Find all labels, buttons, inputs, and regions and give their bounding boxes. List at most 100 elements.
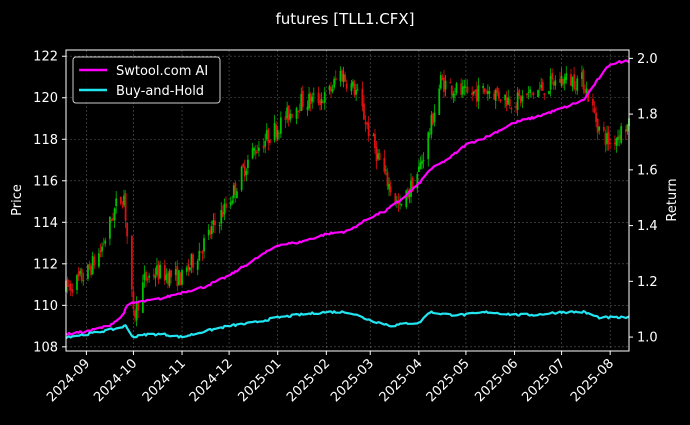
candle-body <box>201 252 204 254</box>
candle-body <box>411 177 414 192</box>
candle-body <box>77 272 80 277</box>
candle-body <box>433 112 436 123</box>
candle-body <box>574 88 577 90</box>
candle-body <box>563 77 566 84</box>
candle-body <box>353 83 356 96</box>
candle-body <box>98 253 100 267</box>
candle-body <box>265 130 268 140</box>
candle-body <box>159 264 161 278</box>
legend-label-buyhold: Buy-and-Hold <box>116 84 204 99</box>
candle-body <box>119 196 122 204</box>
candle-body <box>505 97 508 106</box>
candle-body <box>394 193 397 204</box>
candle-body <box>188 267 191 271</box>
candle-body <box>485 92 488 94</box>
candle-body <box>174 269 177 276</box>
candle-body <box>543 93 546 96</box>
candle-body <box>551 73 554 80</box>
candle-body <box>421 160 423 164</box>
candle-body <box>408 193 411 197</box>
candle-body <box>79 271 82 274</box>
candle-body <box>123 195 125 206</box>
candle-body <box>507 97 510 105</box>
candle-body <box>298 109 301 111</box>
right-axis-label: Return <box>665 178 680 221</box>
candle-body <box>618 135 621 140</box>
candle-body <box>256 152 259 154</box>
candle-body <box>364 122 367 125</box>
candle-body <box>251 147 254 159</box>
candle-body <box>493 93 496 100</box>
candle-body <box>508 99 511 106</box>
plot-frame <box>65 49 630 352</box>
candle-body <box>374 133 376 148</box>
candle-body <box>203 238 205 252</box>
candle-body <box>529 89 532 93</box>
candle-body <box>488 91 491 94</box>
candle-body <box>585 88 588 94</box>
candle-body <box>388 183 390 190</box>
candle-body <box>176 266 179 287</box>
candle-body <box>115 198 118 207</box>
candle-body <box>254 150 257 155</box>
candle-body <box>519 96 522 104</box>
candle-body <box>165 274 168 281</box>
candle-body <box>170 270 172 278</box>
candle-body <box>167 272 169 284</box>
candle-body <box>69 283 72 291</box>
candle-body <box>88 264 91 269</box>
candle-body <box>427 132 430 160</box>
candle-body <box>399 203 401 205</box>
chart-title: futures [TLL1.CFX] <box>275 10 414 28</box>
candle-body <box>342 74 345 83</box>
candle-body <box>289 113 292 120</box>
candle-body <box>417 166 420 173</box>
candle-body <box>375 146 378 162</box>
candle-body <box>405 190 408 208</box>
candle-body <box>312 93 315 95</box>
left-tick-label: 108 <box>33 340 58 355</box>
left-tick-label: 116 <box>33 174 58 189</box>
candle-body <box>126 223 129 237</box>
candle-body <box>341 70 343 82</box>
candle-body <box>210 225 213 234</box>
candle-body <box>593 108 596 113</box>
candle-body <box>297 110 300 113</box>
candle-body <box>554 80 557 86</box>
candle-body <box>367 122 370 137</box>
candle-body <box>157 264 160 280</box>
candle-body <box>154 275 157 279</box>
candle-body <box>306 106 309 110</box>
candle-body <box>99 250 102 253</box>
candle-body <box>245 170 248 175</box>
candle-body <box>571 77 574 87</box>
candle-body <box>377 153 379 159</box>
return-lines <box>65 59 630 340</box>
legend-box <box>72 56 221 104</box>
candle-body <box>496 87 499 93</box>
candle-body <box>121 206 124 208</box>
candle-body <box>223 203 226 215</box>
candle-body <box>247 159 249 169</box>
candle-body <box>537 90 539 98</box>
candle-body <box>352 81 354 86</box>
left-tick-label: 122 <box>33 50 58 65</box>
candle-body <box>221 211 224 217</box>
candle-body <box>331 88 334 92</box>
candle-body <box>141 282 144 313</box>
candle-body <box>344 74 347 82</box>
candle-body <box>378 152 381 161</box>
candle-body <box>510 107 513 110</box>
candle-body <box>232 185 235 199</box>
candle-body <box>264 140 267 147</box>
candle-body <box>209 230 212 235</box>
candle-body <box>617 136 619 141</box>
candle-body <box>286 107 289 119</box>
candle-body <box>521 95 524 102</box>
candle-body <box>455 83 458 93</box>
candle-body <box>333 78 336 88</box>
candle-body <box>273 123 276 141</box>
left-tick-label: 114 <box>33 216 58 231</box>
candle-body <box>450 85 453 96</box>
candle-body <box>308 93 310 109</box>
